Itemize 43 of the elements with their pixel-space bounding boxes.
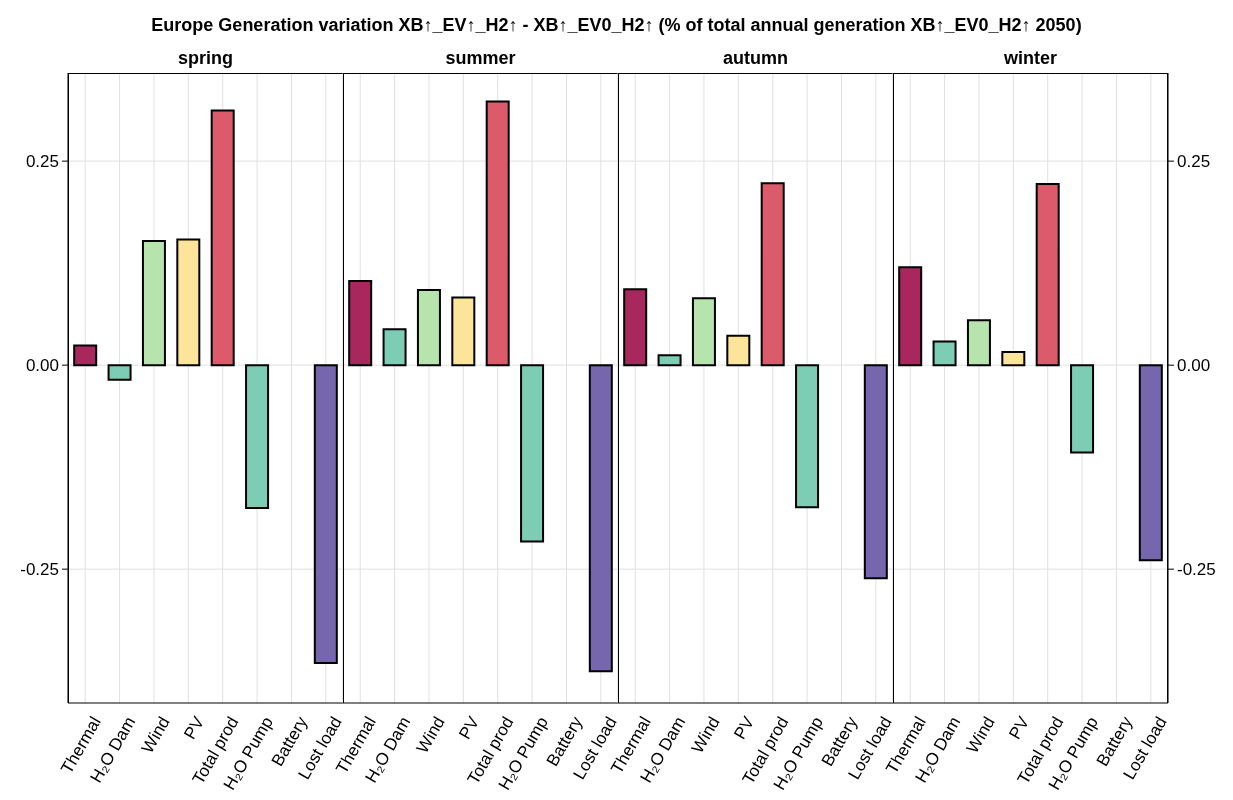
bar bbox=[863, 364, 888, 580]
bar bbox=[520, 364, 545, 543]
y-tick-label: 0.00 bbox=[1177, 356, 1211, 376]
bar bbox=[1001, 351, 1026, 367]
bar bbox=[107, 364, 132, 381]
y-tick-label: 0.25 bbox=[25, 152, 59, 172]
bar bbox=[73, 344, 98, 367]
bar bbox=[210, 109, 235, 367]
bar bbox=[726, 334, 751, 367]
bar bbox=[1070, 364, 1095, 454]
bar bbox=[176, 238, 201, 367]
bar bbox=[966, 319, 991, 367]
y-tick-label: 0.25 bbox=[1177, 152, 1211, 172]
bar bbox=[416, 289, 441, 367]
bar bbox=[141, 240, 166, 367]
bar bbox=[485, 100, 510, 367]
bar bbox=[1035, 182, 1060, 367]
bar bbox=[623, 288, 648, 367]
y-tick-label: -0.25 bbox=[1177, 560, 1216, 580]
x-tick-label: PV bbox=[730, 712, 759, 743]
bar bbox=[898, 266, 923, 367]
bar bbox=[691, 297, 716, 367]
y-tick-label: 0.00 bbox=[25, 356, 59, 376]
x-tick-label: PV bbox=[1005, 712, 1034, 743]
bar bbox=[1138, 364, 1163, 562]
bar bbox=[245, 364, 270, 509]
y-tick-label: -0.25 bbox=[20, 560, 59, 580]
bar bbox=[348, 280, 373, 367]
bar bbox=[313, 364, 338, 665]
bar bbox=[795, 364, 820, 509]
x-tick-label: PV bbox=[180, 712, 209, 743]
text: Europe Generation variation XB↑_EV↑_H2↑ - XB↑_EV0_H2↑ (% of total annual generation XB↑_EV0_H2↑ 2050) bbox=[150, 14, 1083, 37]
chart-subtitle: winter bbox=[1003, 47, 1058, 70]
chart-subtitle: spring bbox=[177, 47, 234, 70]
chart-subtitle: autumn bbox=[722, 47, 789, 70]
bar bbox=[932, 340, 957, 367]
bar bbox=[657, 354, 682, 367]
x-tick-label: PV bbox=[455, 712, 484, 743]
bar bbox=[588, 364, 613, 673]
chart-subtitle: summer bbox=[444, 47, 517, 70]
bar bbox=[451, 296, 476, 367]
bar bbox=[760, 182, 785, 367]
bar bbox=[382, 328, 407, 367]
